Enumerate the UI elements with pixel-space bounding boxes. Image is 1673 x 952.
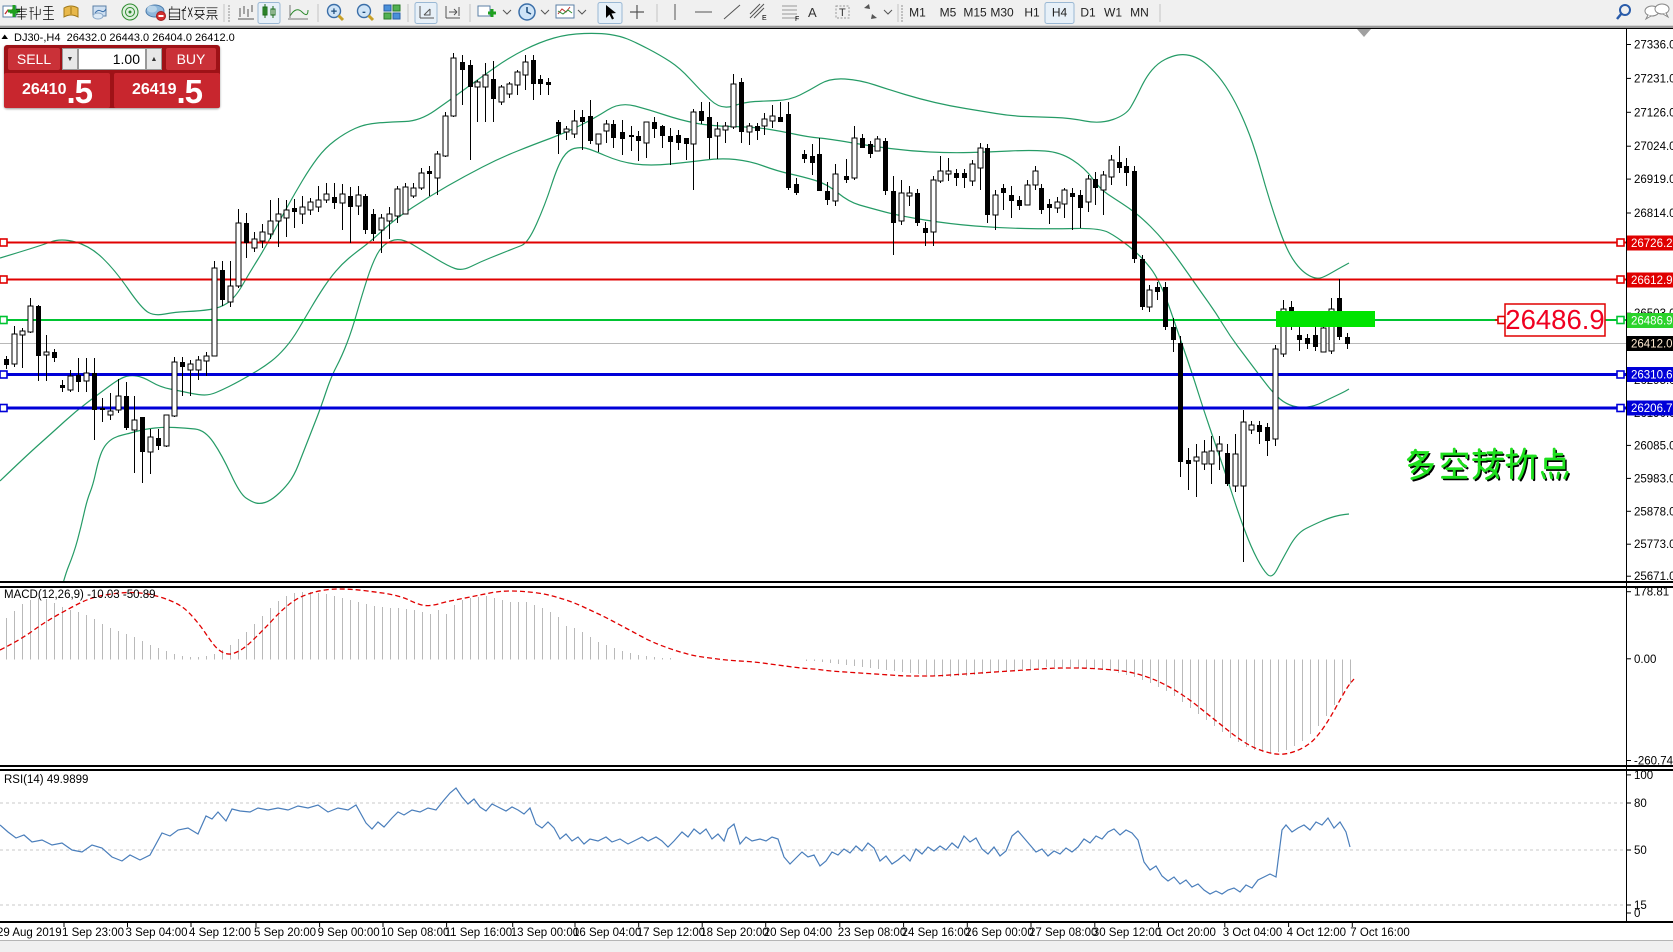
svg-text:25983.0: 25983.0 bbox=[1634, 473, 1673, 485]
svg-text:13 Sep 00:00: 13 Sep 00:00 bbox=[511, 927, 579, 939]
svg-text:A: A bbox=[808, 5, 817, 20]
svg-text:H1: H1 bbox=[1024, 6, 1040, 20]
svg-text:24 Sep 16:00: 24 Sep 16:00 bbox=[902, 927, 970, 939]
svg-text:-: - bbox=[362, 6, 366, 18]
svg-text:26412.0: 26412.0 bbox=[1631, 339, 1673, 351]
svg-text:26310.6: 26310.6 bbox=[1631, 370, 1673, 382]
svg-text:26726.2: 26726.2 bbox=[1631, 238, 1673, 250]
svg-text:18 Sep 20:00: 18 Sep 20:00 bbox=[700, 927, 768, 939]
svg-text:16 Sep 04:00: 16 Sep 04:00 bbox=[573, 927, 641, 939]
svg-text:3 Sep 04:00: 3 Sep 04:00 bbox=[126, 927, 188, 939]
svg-text:M1: M1 bbox=[909, 6, 926, 20]
svg-text:0: 0 bbox=[1634, 908, 1640, 920]
svg-text:27231.0: 27231.0 bbox=[1634, 73, 1673, 85]
svg-text:9 Sep 00:00: 9 Sep 00:00 bbox=[318, 927, 380, 939]
svg-text:100: 100 bbox=[1634, 770, 1653, 782]
svg-text:-260.74: -260.74 bbox=[1634, 756, 1673, 768]
svg-text:27126.0: 27126.0 bbox=[1634, 107, 1673, 119]
svg-text:23 Sep 08:00: 23 Sep 08:00 bbox=[838, 927, 906, 939]
svg-text:26814.0: 26814.0 bbox=[1634, 208, 1673, 220]
svg-text:W1: W1 bbox=[1104, 6, 1122, 20]
svg-text:5 Sep 20:00: 5 Sep 20:00 bbox=[254, 927, 316, 939]
svg-text:26206.7: 26206.7 bbox=[1631, 403, 1673, 415]
svg-text:11 Sep 16:00: 11 Sep 16:00 bbox=[445, 927, 513, 939]
svg-text:DJ30-,H4 26432.0 26443.0 2640: DJ30-,H4 26432.0 26443.0 26404.0 26412.0 bbox=[14, 32, 235, 44]
svg-text:26612.9: 26612.9 bbox=[1631, 275, 1673, 287]
svg-text:26085.0: 26085.0 bbox=[1634, 440, 1673, 452]
svg-text:4 Oct 12:00: 4 Oct 12:00 bbox=[1287, 927, 1346, 939]
svg-text:27336.0: 27336.0 bbox=[1634, 40, 1673, 52]
svg-text:26 Sep 00:00: 26 Sep 00:00 bbox=[965, 927, 1033, 939]
svg-text:26919.0: 26919.0 bbox=[1634, 174, 1673, 186]
svg-text:25671.0: 25671.0 bbox=[1634, 571, 1673, 583]
svg-text:MACD(12,26,9) -10.03 -50.89: MACD(12,26,9) -10.03 -50.89 bbox=[4, 589, 156, 601]
svg-text:F: F bbox=[795, 16, 799, 23]
svg-text:27 Sep 08:00: 27 Sep 08:00 bbox=[1029, 927, 1097, 939]
svg-text:15: 15 bbox=[1634, 900, 1647, 912]
svg-text:25878.0: 25878.0 bbox=[1634, 506, 1673, 518]
svg-text:+: + bbox=[331, 6, 337, 18]
svg-text:80: 80 bbox=[1634, 798, 1647, 810]
svg-text:26486.9: 26486.9 bbox=[1631, 316, 1673, 328]
svg-text:17 Sep 12:00: 17 Sep 12:00 bbox=[637, 927, 705, 939]
svg-text:50: 50 bbox=[1634, 845, 1647, 857]
svg-text:3 Oct 04:00: 3 Oct 04:00 bbox=[1223, 927, 1282, 939]
svg-text:10 Sep 08:00: 10 Sep 08:00 bbox=[381, 927, 449, 939]
svg-text:20 Sep 04:00: 20 Sep 04:00 bbox=[764, 927, 832, 939]
svg-text:29 Aug 2019: 29 Aug 2019 bbox=[0, 927, 62, 939]
svg-text:M5: M5 bbox=[940, 6, 957, 20]
svg-text:T: T bbox=[839, 7, 846, 19]
svg-text:0.00: 0.00 bbox=[1634, 654, 1656, 666]
svg-text:30 Sep 12:00: 30 Sep 12:00 bbox=[1093, 927, 1161, 939]
svg-text:H4: H4 bbox=[1052, 6, 1068, 20]
svg-text:27024.0: 27024.0 bbox=[1634, 141, 1673, 153]
svg-text:1 Oct 20:00: 1 Oct 20:00 bbox=[1157, 927, 1216, 939]
svg-text:MN: MN bbox=[1130, 6, 1149, 20]
svg-text:D1: D1 bbox=[1080, 6, 1096, 20]
svg-text:178.81: 178.81 bbox=[1634, 587, 1669, 599]
svg-text:E: E bbox=[762, 15, 767, 22]
svg-text:4 Sep 12:00: 4 Sep 12:00 bbox=[189, 927, 251, 939]
svg-text:M30: M30 bbox=[990, 6, 1014, 20]
svg-text:1 Sep 23:00: 1 Sep 23:00 bbox=[62, 927, 124, 939]
svg-text:7 Oct 16:00: 7 Oct 16:00 bbox=[1350, 927, 1409, 939]
svg-text:25773.0: 25773.0 bbox=[1634, 539, 1673, 551]
svg-text:RSI(14) 49.9899: RSI(14) 49.9899 bbox=[4, 774, 88, 786]
svg-text:M15: M15 bbox=[963, 6, 987, 20]
svg-text:26486.9: 26486.9 bbox=[1505, 304, 1604, 335]
